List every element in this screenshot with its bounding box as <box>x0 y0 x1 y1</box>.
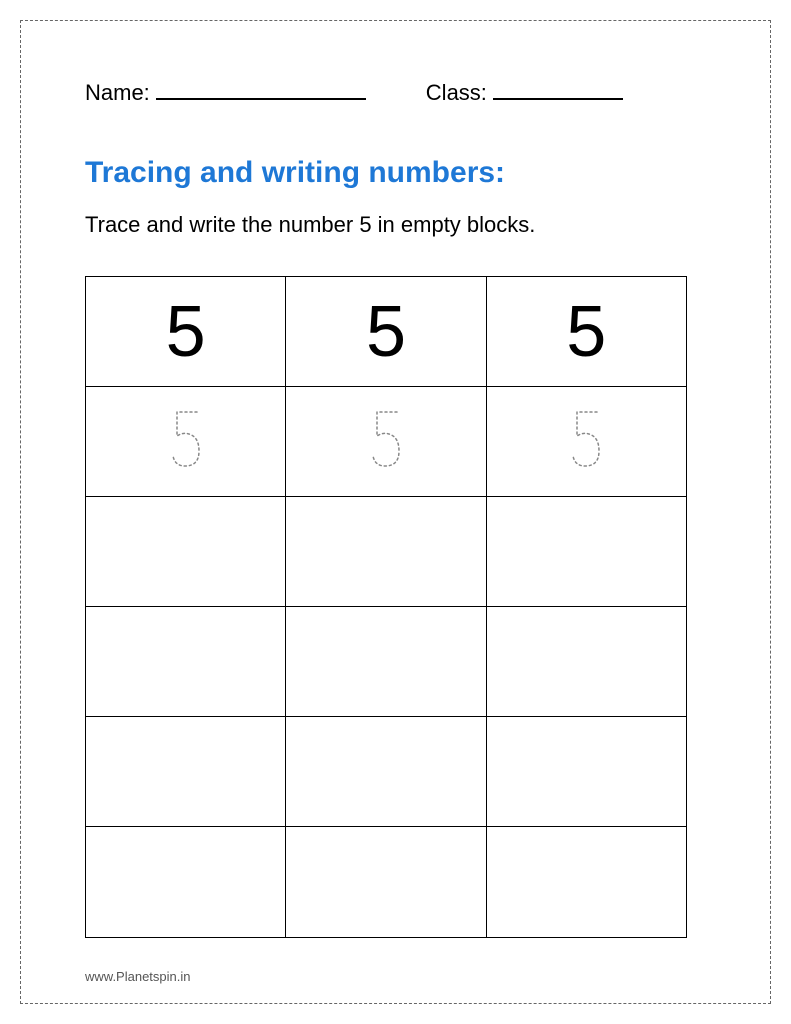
worksheet-content: Name: Class: Tracing and writing numbers… <box>85 80 706 938</box>
grid-cell-empty[interactable] <box>487 497 686 606</box>
tracing-grid: 5 5 5 <box>85 276 687 938</box>
grid-row-solid: 5 5 5 <box>86 277 686 387</box>
grid-cell-empty[interactable] <box>487 607 686 716</box>
class-label: Class: <box>426 80 487 106</box>
grid-row-empty <box>86 607 686 717</box>
grid-cell: 5 <box>86 277 286 386</box>
grid-cell: 5 <box>487 277 686 386</box>
grid-cell <box>286 387 486 496</box>
solid-number: 5 <box>166 291 206 373</box>
grid-cell-empty[interactable] <box>86 497 286 606</box>
name-field: Name: <box>85 80 366 106</box>
solid-number: 5 <box>566 291 606 373</box>
class-blank[interactable] <box>493 98 623 100</box>
grid-cell-empty[interactable] <box>487 827 686 937</box>
dotted-number <box>165 404 207 479</box>
class-field: Class: <box>426 80 623 106</box>
grid-cell-empty[interactable] <box>86 717 286 826</box>
grid-cell-empty[interactable] <box>286 717 486 826</box>
footer-credit: www.Planetspin.in <box>85 969 191 984</box>
grid-row-dotted <box>86 387 686 497</box>
grid-row-empty <box>86 827 686 937</box>
grid-cell-empty[interactable] <box>86 827 286 937</box>
solid-number: 5 <box>366 291 406 373</box>
grid-cell <box>487 387 686 496</box>
dotted-number <box>365 404 407 479</box>
grid-row-empty <box>86 497 686 607</box>
grid-cell-empty[interactable] <box>86 607 286 716</box>
grid-cell: 5 <box>286 277 486 386</box>
instruction-text: Trace and write the number 5 in empty bl… <box>85 212 706 238</box>
worksheet-title: Tracing and writing numbers: <box>85 156 706 190</box>
grid-cell <box>86 387 286 496</box>
grid-cell-empty[interactable] <box>487 717 686 826</box>
grid-cell-empty[interactable] <box>286 497 486 606</box>
grid-cell-empty[interactable] <box>286 827 486 937</box>
name-label: Name: <box>85 80 150 106</box>
dotted-number <box>565 404 607 479</box>
header-row: Name: Class: <box>85 80 706 106</box>
grid-row-empty <box>86 717 686 827</box>
grid-cell-empty[interactable] <box>286 607 486 716</box>
name-blank[interactable] <box>156 98 366 100</box>
